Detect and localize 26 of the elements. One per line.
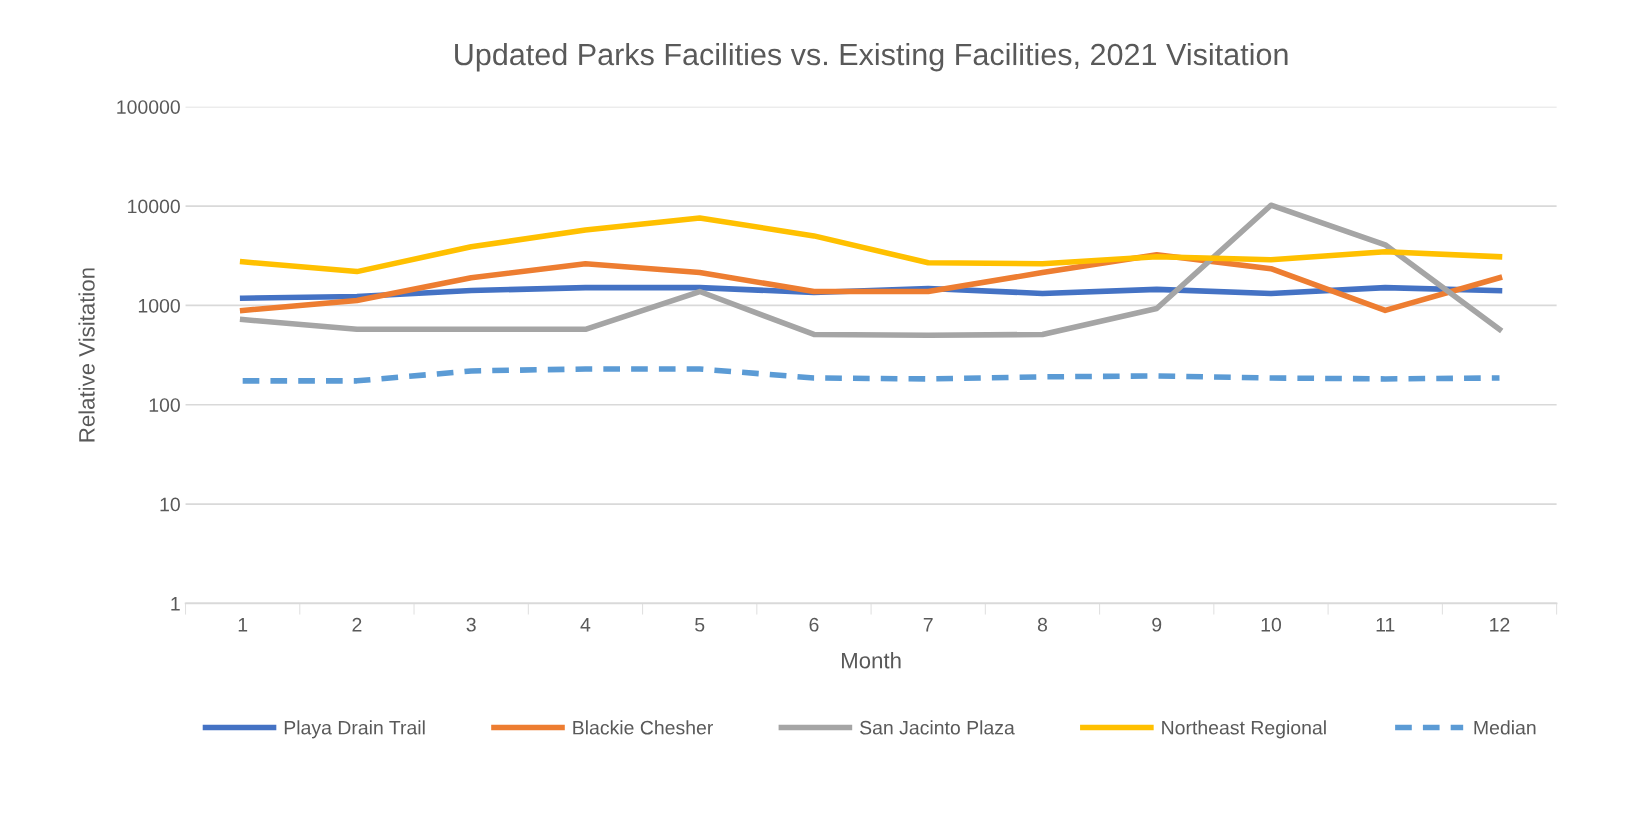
x-tick-label: 6 bbox=[809, 617, 819, 632]
y-tick-label: 100000 bbox=[117, 100, 180, 114]
y-tick-label: 100 bbox=[149, 398, 180, 412]
legend-label: San Jacinto Plaza bbox=[860, 720, 1015, 735]
x-tick-label: 12 bbox=[1490, 617, 1510, 632]
x-tick-label: 3 bbox=[466, 617, 476, 632]
x-tick-label: 2 bbox=[352, 617, 362, 632]
x-tick-label: 1 bbox=[238, 618, 248, 632]
chart-title: Updated Parks Facilities vs. Existing Facilities, 2021 Visitation bbox=[455, 42, 1288, 72]
x-tick-label: 7 bbox=[923, 618, 933, 632]
x-tick-label: 11 bbox=[1376, 618, 1395, 632]
x-axis-title: Month bbox=[842, 652, 901, 669]
x-tick-label: 4 bbox=[580, 618, 591, 632]
y-axis-title: Relative Visitation bbox=[78, 268, 95, 442]
y-tick-label: 1000 bbox=[138, 298, 180, 313]
x-tick-label: 10 bbox=[1261, 617, 1282, 632]
x-tick-label: 5 bbox=[695, 618, 705, 632]
x-tick-label: 8 bbox=[1037, 617, 1048, 632]
legend-label: Median bbox=[1474, 720, 1536, 735]
legend-label: Blackie Chesher bbox=[573, 720, 713, 735]
legend-label: Playa Drain Trail bbox=[284, 720, 425, 739]
y-tick-label: 1 bbox=[171, 597, 180, 611]
y-tick-label: 10 bbox=[160, 497, 180, 512]
legend-label: Northeast Regional bbox=[1162, 720, 1326, 739]
y-tick-label: 10000 bbox=[128, 199, 180, 214]
x-tick-label: 9 bbox=[1152, 617, 1162, 632]
